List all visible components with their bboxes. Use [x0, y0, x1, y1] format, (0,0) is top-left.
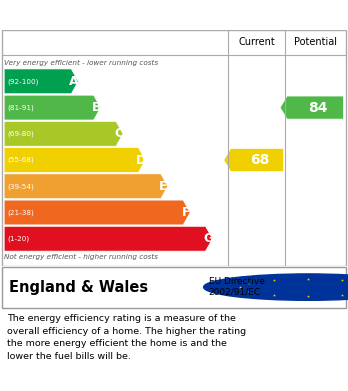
Polygon shape	[4, 200, 190, 225]
Text: (92-100): (92-100)	[8, 78, 39, 84]
Polygon shape	[4, 95, 101, 120]
Text: 68: 68	[250, 153, 270, 167]
Text: (21-38): (21-38)	[8, 209, 34, 216]
Text: EU Directive
2002/91/EC: EU Directive 2002/91/EC	[209, 278, 265, 297]
Text: (69-80): (69-80)	[8, 131, 34, 137]
Polygon shape	[4, 226, 213, 251]
Text: Not energy efficient - higher running costs: Not energy efficient - higher running co…	[4, 254, 158, 260]
Text: Energy Efficiency Rating: Energy Efficiency Rating	[69, 7, 279, 23]
Polygon shape	[4, 174, 168, 199]
Text: (55-68): (55-68)	[8, 157, 34, 163]
Polygon shape	[224, 149, 284, 172]
Text: 84: 84	[308, 100, 328, 115]
Polygon shape	[4, 148, 145, 172]
Text: Current: Current	[238, 38, 275, 47]
Text: (39-54): (39-54)	[8, 183, 34, 190]
Text: (1-20): (1-20)	[8, 235, 30, 242]
Text: Very energy efficient - lower running costs: Very energy efficient - lower running co…	[4, 60, 158, 66]
Text: A: A	[69, 75, 79, 88]
Polygon shape	[4, 121, 123, 146]
Text: F: F	[182, 206, 190, 219]
Text: C: C	[114, 127, 124, 140]
Text: England & Wales: England & Wales	[9, 280, 148, 295]
Text: G: G	[203, 232, 213, 245]
Text: E: E	[159, 180, 168, 193]
Polygon shape	[4, 69, 78, 94]
Text: Potential: Potential	[294, 38, 337, 47]
Text: The energy efficiency rating is a measure of the
overall efficiency of a home. T: The energy efficiency rating is a measur…	[7, 314, 246, 361]
Polygon shape	[280, 96, 343, 119]
Text: (81-91): (81-91)	[8, 104, 34, 111]
Text: B: B	[92, 101, 101, 114]
Circle shape	[204, 274, 348, 300]
Text: D: D	[136, 154, 147, 167]
